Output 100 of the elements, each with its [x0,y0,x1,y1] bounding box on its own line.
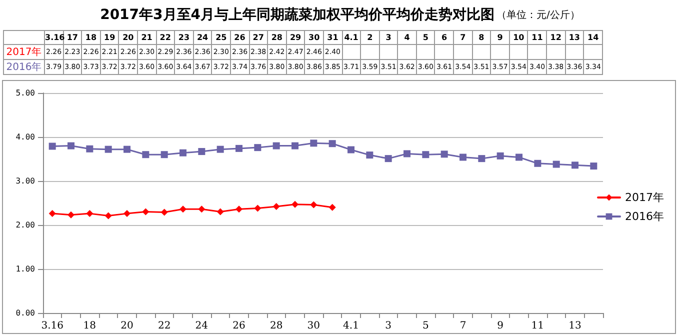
x-tick-label: 22 [156,30,175,44]
category-label: 9 [497,320,504,332]
point [180,149,186,156]
point [160,151,168,158]
x-tick-label: 3 [379,30,398,44]
x-tick-label: 9 [490,30,510,44]
legend-label: 2017年 [625,191,664,204]
point [348,146,354,154]
text: 2016年 [6,62,42,73]
point [142,208,150,216]
chart-title: 2017年3月至4月与上年同期蔬菜加权平均价平均价走势对比图 [100,6,495,24]
y-tick-label: 0.00 [16,308,36,318]
category-label: 4.1 [343,320,359,332]
point [496,152,504,160]
x-tick-label: 10 [509,30,528,44]
category-label: 7 [460,320,466,332]
point [124,210,130,218]
point [404,150,410,158]
x-tick-label: 28 [268,30,286,44]
x-tick-label: 26 [230,30,250,44]
point [272,142,280,150]
x-tick-label: 14 [584,30,602,44]
x-tick-label: 18 [82,30,100,44]
category-label: 3 [385,320,392,332]
x-tick-label: 21 [137,30,156,44]
point [292,200,298,208]
point [310,140,318,147]
legend-label: 2016年 [625,210,664,223]
y-tick-label: 1.00 [16,264,36,274]
x-tick-label: 7 [454,30,472,44]
point [440,150,448,158]
point [460,154,466,161]
point [534,160,542,167]
x-tick-label: 17 [63,30,82,44]
x-tick-label: 2 [360,30,380,44]
point [216,146,224,153]
category-label: 5 [422,320,429,332]
x-tick-label: 6 [434,30,454,44]
x-tick-label: 29 [286,30,305,44]
x-tick-label: 4 [398,30,416,44]
point [590,162,598,170]
category-label: 11 [531,320,544,332]
text: 2017年 [6,47,42,58]
point [86,145,94,152]
x-tick-label: 31 [323,30,342,44]
category-label: 3.16 [41,320,64,332]
point [104,212,112,220]
point [384,155,392,162]
x-tick-label: 30 [304,30,324,44]
x-tick-label: 19 [100,30,119,44]
x-tick-label: 5 [416,30,435,44]
category-label: 13 [568,320,582,332]
x-tick-label: 3.16 [44,30,65,44]
category-label: 22 [158,320,171,332]
point [180,206,186,213]
point [254,144,262,152]
category-label: 18 [83,320,96,332]
x-tick-label: 8 [472,30,491,44]
point [124,146,130,153]
point [198,148,206,156]
category-label: 28 [270,320,283,332]
point [572,162,578,169]
point [86,210,94,218]
point [48,210,56,218]
point [236,144,242,152]
x-tick-label: 13 [565,30,584,44]
point [254,204,262,212]
point [328,204,336,211]
point [552,160,560,168]
point [422,151,430,158]
point [328,140,336,148]
chart-subtitle: （单位：元/公斤） [496,8,580,22]
category-label: 24 [195,320,208,332]
x-tick-label: 12 [546,30,566,44]
point [216,208,224,216]
x-tick-label: 27 [249,30,268,44]
x-tick-label: 4.1 [342,30,361,44]
point [310,201,318,208]
point [516,154,522,161]
point [142,151,150,158]
y-tick-label: 2.00 [16,220,36,230]
y-tick-label: 4.00 [16,132,36,142]
point [160,208,168,216]
x-tick-label: 23 [174,30,194,44]
point [236,206,242,213]
x-tick-label: 24 [193,30,212,44]
x-tick-label: 11 [528,30,547,44]
point [478,155,486,162]
point [48,142,56,150]
category-label: 20 [120,320,134,332]
point [198,206,206,213]
x-tick-label: 20 [118,30,138,44]
category-label: 26 [232,320,246,332]
y-tick-label: 3.00 [16,176,36,186]
point [366,152,374,159]
point [272,203,280,210]
point [104,146,112,153]
y-tick-label: 5.00 [16,88,36,98]
point [68,142,74,150]
point [68,211,74,218]
